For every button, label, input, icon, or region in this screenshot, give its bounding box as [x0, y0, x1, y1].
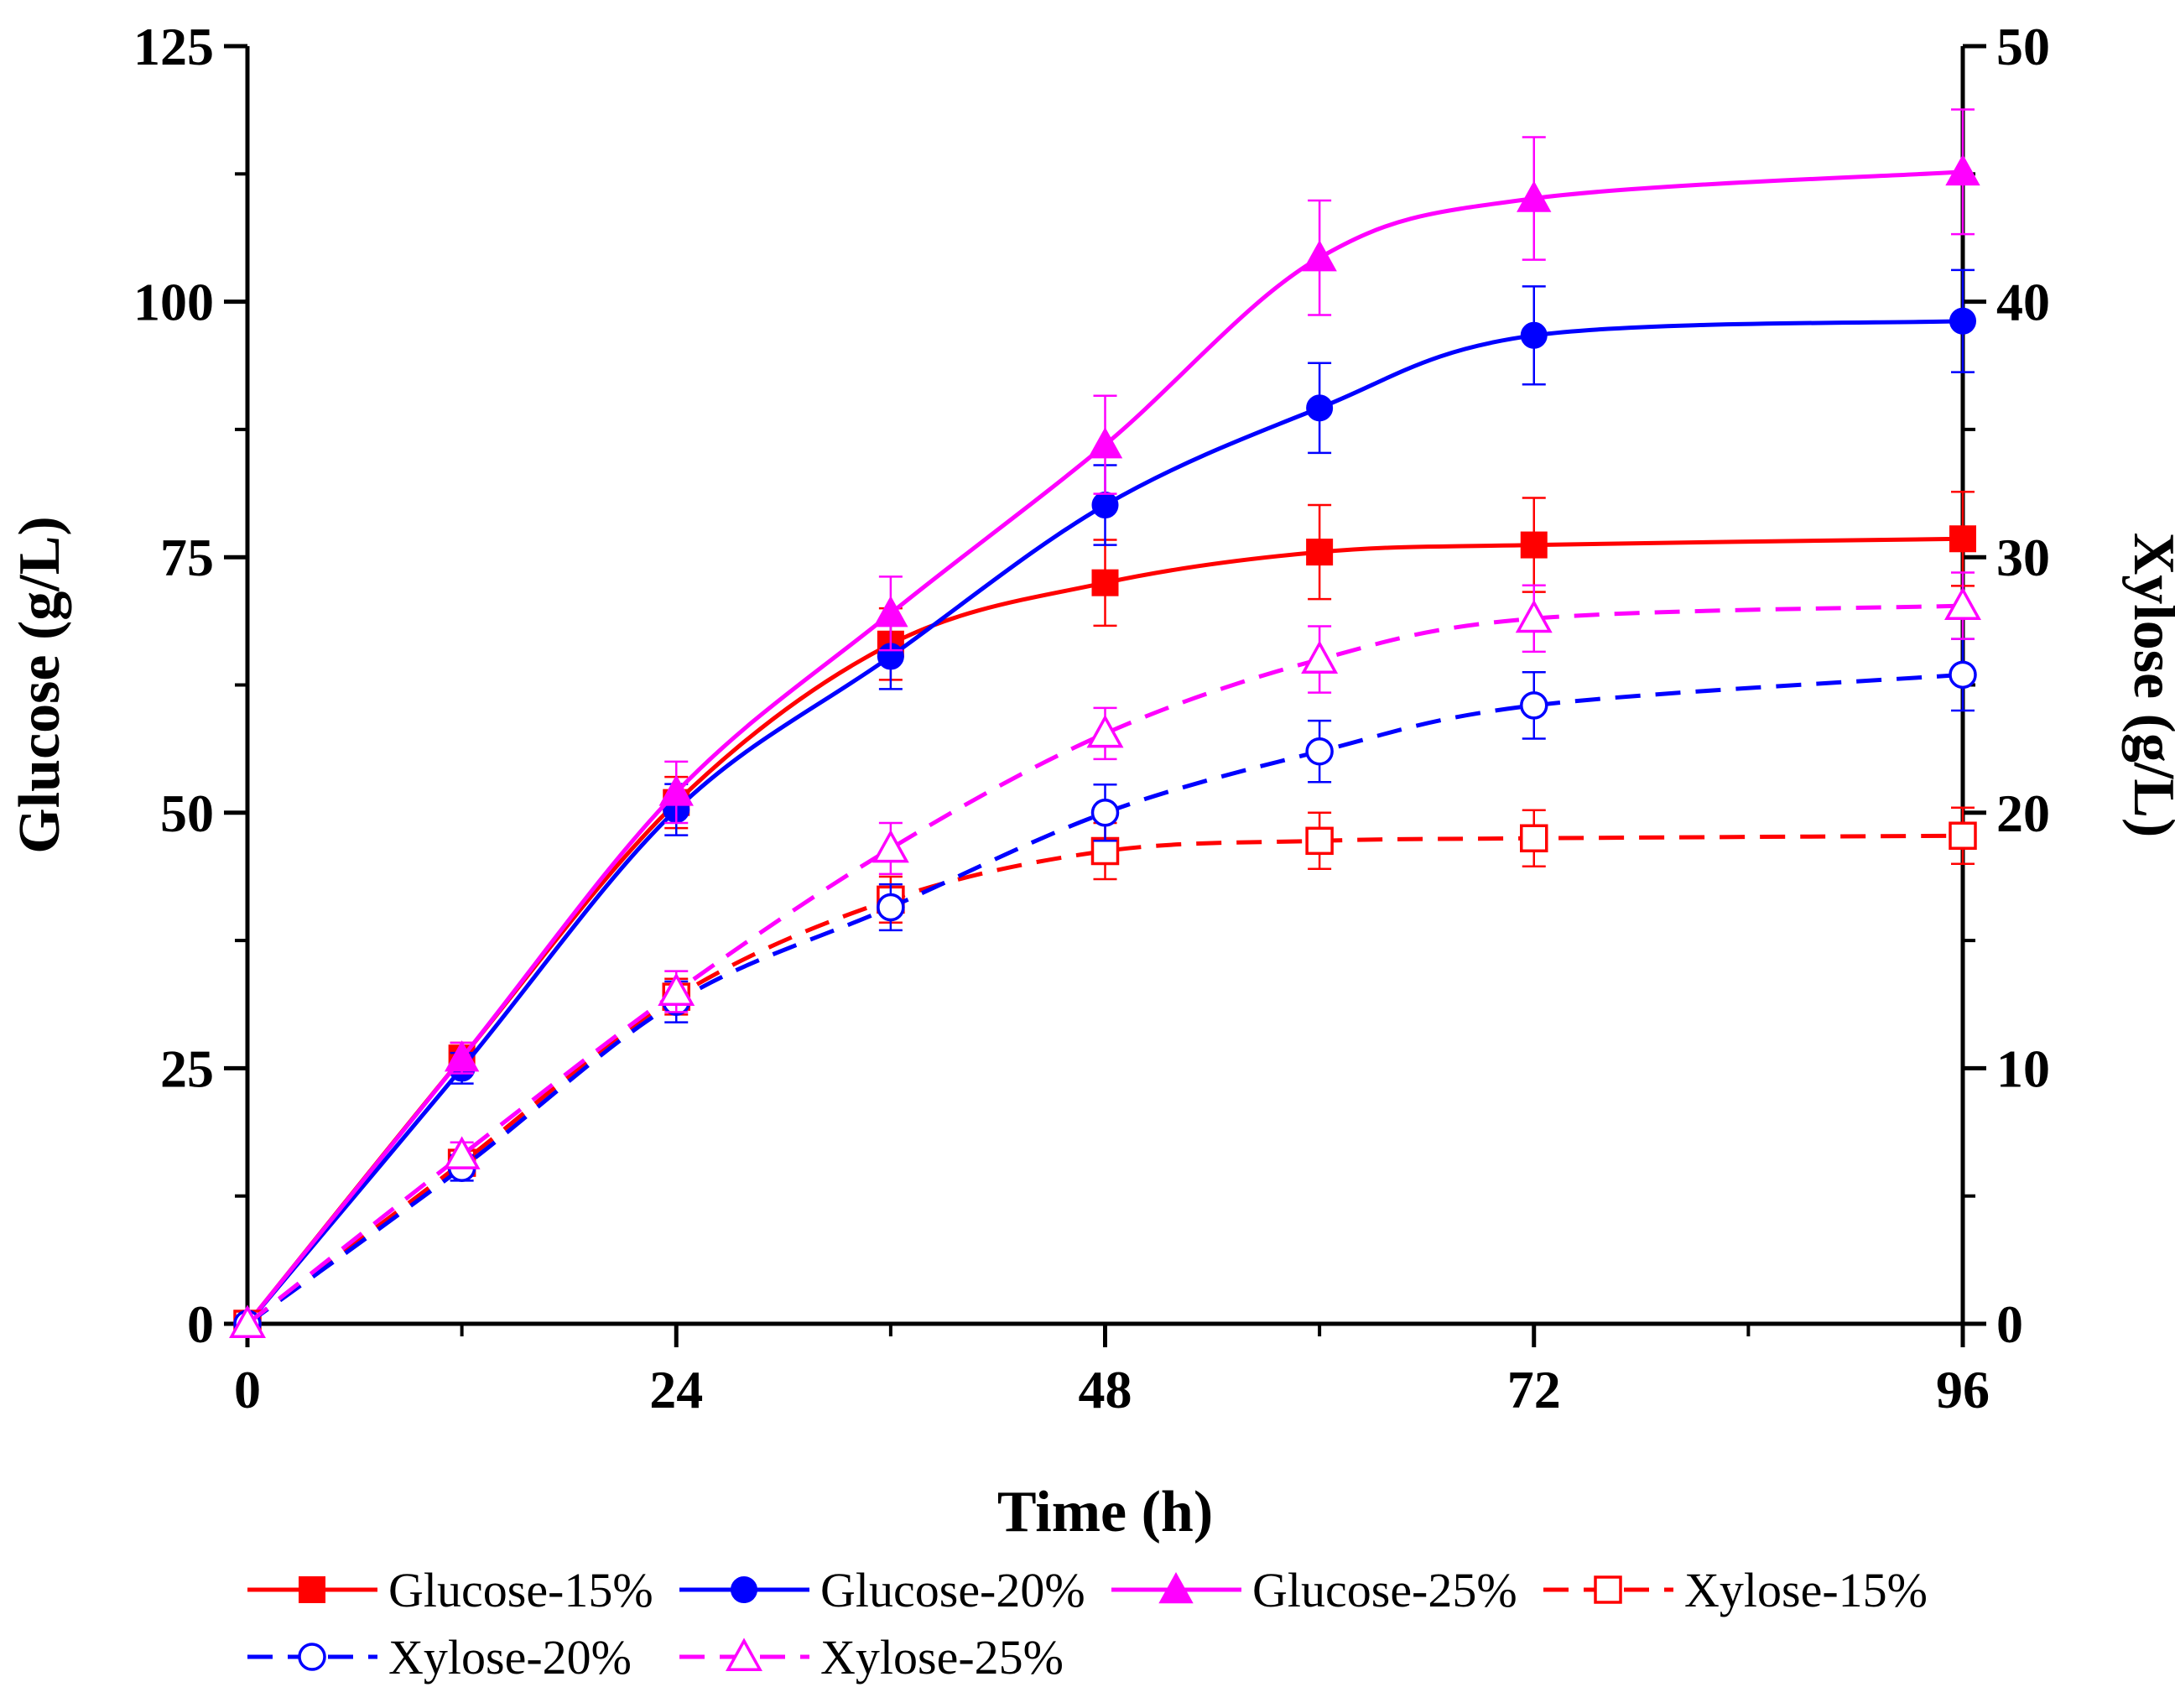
y-left-tick-label: 25: [160, 1039, 214, 1098]
y-left-tick-label: 100: [133, 273, 214, 332]
legend-label: Glucose-20%: [820, 1563, 1085, 1617]
series-line: [246, 672, 1964, 1326]
y-left-tick-label: 0: [187, 1294, 214, 1354]
data-point: [1306, 394, 1334, 422]
series-layer: [229, 108, 1981, 1338]
y-axis-right-title: Xylose (g/L): [2121, 533, 2175, 838]
legend-marker: [1158, 1571, 1194, 1604]
y-left-tick-label: 75: [160, 528, 214, 587]
legend-marker: [1594, 1575, 1622, 1604]
data-point: [1302, 240, 1337, 272]
legend-marker: [298, 1643, 326, 1671]
data-point: [1090, 836, 1120, 866]
data-point: [873, 596, 908, 627]
y-right-tick-label: 20: [1996, 784, 2050, 843]
series-line: [246, 833, 1964, 1325]
data-point: [1949, 821, 1977, 850]
plot-frame: [245, 46, 1965, 1326]
legend-marker: [726, 1638, 762, 1671]
y-left-tick-label: 125: [133, 17, 214, 76]
y-right-tick-label: 0: [1996, 1294, 2023, 1354]
data-point: [1086, 714, 1124, 748]
legend-marker: [731, 1576, 757, 1603]
data-point: [1301, 640, 1339, 674]
data-point: [1949, 660, 1977, 690]
data-point: [444, 1040, 480, 1072]
data-point: [658, 972, 695, 1006]
legend-item: Xylose-20%: [247, 1630, 632, 1685]
data-point: [1091, 492, 1119, 519]
x-tick-label: 24: [649, 1360, 703, 1419]
x-tick-label: 72: [1507, 1360, 1561, 1419]
legend: Glucose-15% Glucose-20% Glucose-25% Xylose-…: [247, 1563, 1928, 1685]
data-point: [1305, 826, 1334, 856]
data-point: [872, 829, 909, 863]
data-point: [1949, 307, 1976, 335]
data-point: [1091, 569, 1119, 596]
series-glucose-15-: [234, 490, 1976, 1337]
series-xylose-15-: [233, 806, 1977, 1338]
legend-item: Glucose-20%: [679, 1563, 1085, 1617]
y-right-tick-label: 40: [1996, 273, 2050, 332]
y-axis-left-title: Glucose (g/L): [8, 516, 72, 853]
axis-ticks: [224, 44, 1986, 1347]
legend-item: Glucose-25%: [1111, 1563, 1517, 1617]
y-left-tick-label: 50: [160, 784, 214, 843]
legend-label: Xylose-25%: [820, 1630, 1064, 1685]
legend-label: Xylose-20%: [388, 1630, 632, 1685]
data-point: [1949, 525, 1976, 553]
data-point: [1090, 799, 1120, 827]
data-point: [1517, 180, 1552, 212]
data-point: [1087, 427, 1123, 459]
x-tick-label: 48: [1079, 1360, 1132, 1419]
legend-label: Xylose-15%: [1684, 1563, 1928, 1617]
data-point: [1305, 737, 1334, 766]
data-point: [877, 893, 905, 922]
series-xylose-25-: [229, 571, 1981, 1338]
y-right-tick-label: 30: [1996, 528, 2050, 587]
x-axis-title: Time (h): [997, 1480, 1213, 1544]
data-point: [443, 1136, 481, 1169]
y-right-tick-label: 50: [1996, 17, 2050, 76]
legend-item: Xylose-25%: [679, 1630, 1064, 1685]
y-right-tick-label: 10: [1996, 1039, 2050, 1098]
data-point: [1520, 691, 1548, 720]
data-point: [1945, 154, 1980, 186]
data-point: [1520, 321, 1548, 349]
legend-label: Glucose-25%: [1252, 1563, 1517, 1617]
legend-item: Xylose-15%: [1543, 1563, 1928, 1617]
data-point: [229, 1304, 266, 1338]
data-point: [1520, 824, 1548, 853]
data-point: [658, 774, 694, 806]
series-line: [246, 536, 1964, 1325]
legend-label: Glucose-15%: [388, 1563, 653, 1617]
data-point: [1944, 586, 1981, 621]
data-point: [1306, 539, 1334, 566]
legend-marker: [299, 1576, 325, 1603]
data-point: [1515, 599, 1553, 633]
x-tick-label: 96: [1936, 1360, 1990, 1419]
legend-item: Glucose-15%: [247, 1563, 653, 1617]
data-point: [1520, 531, 1548, 559]
x-tick-label: 0: [234, 1360, 261, 1419]
